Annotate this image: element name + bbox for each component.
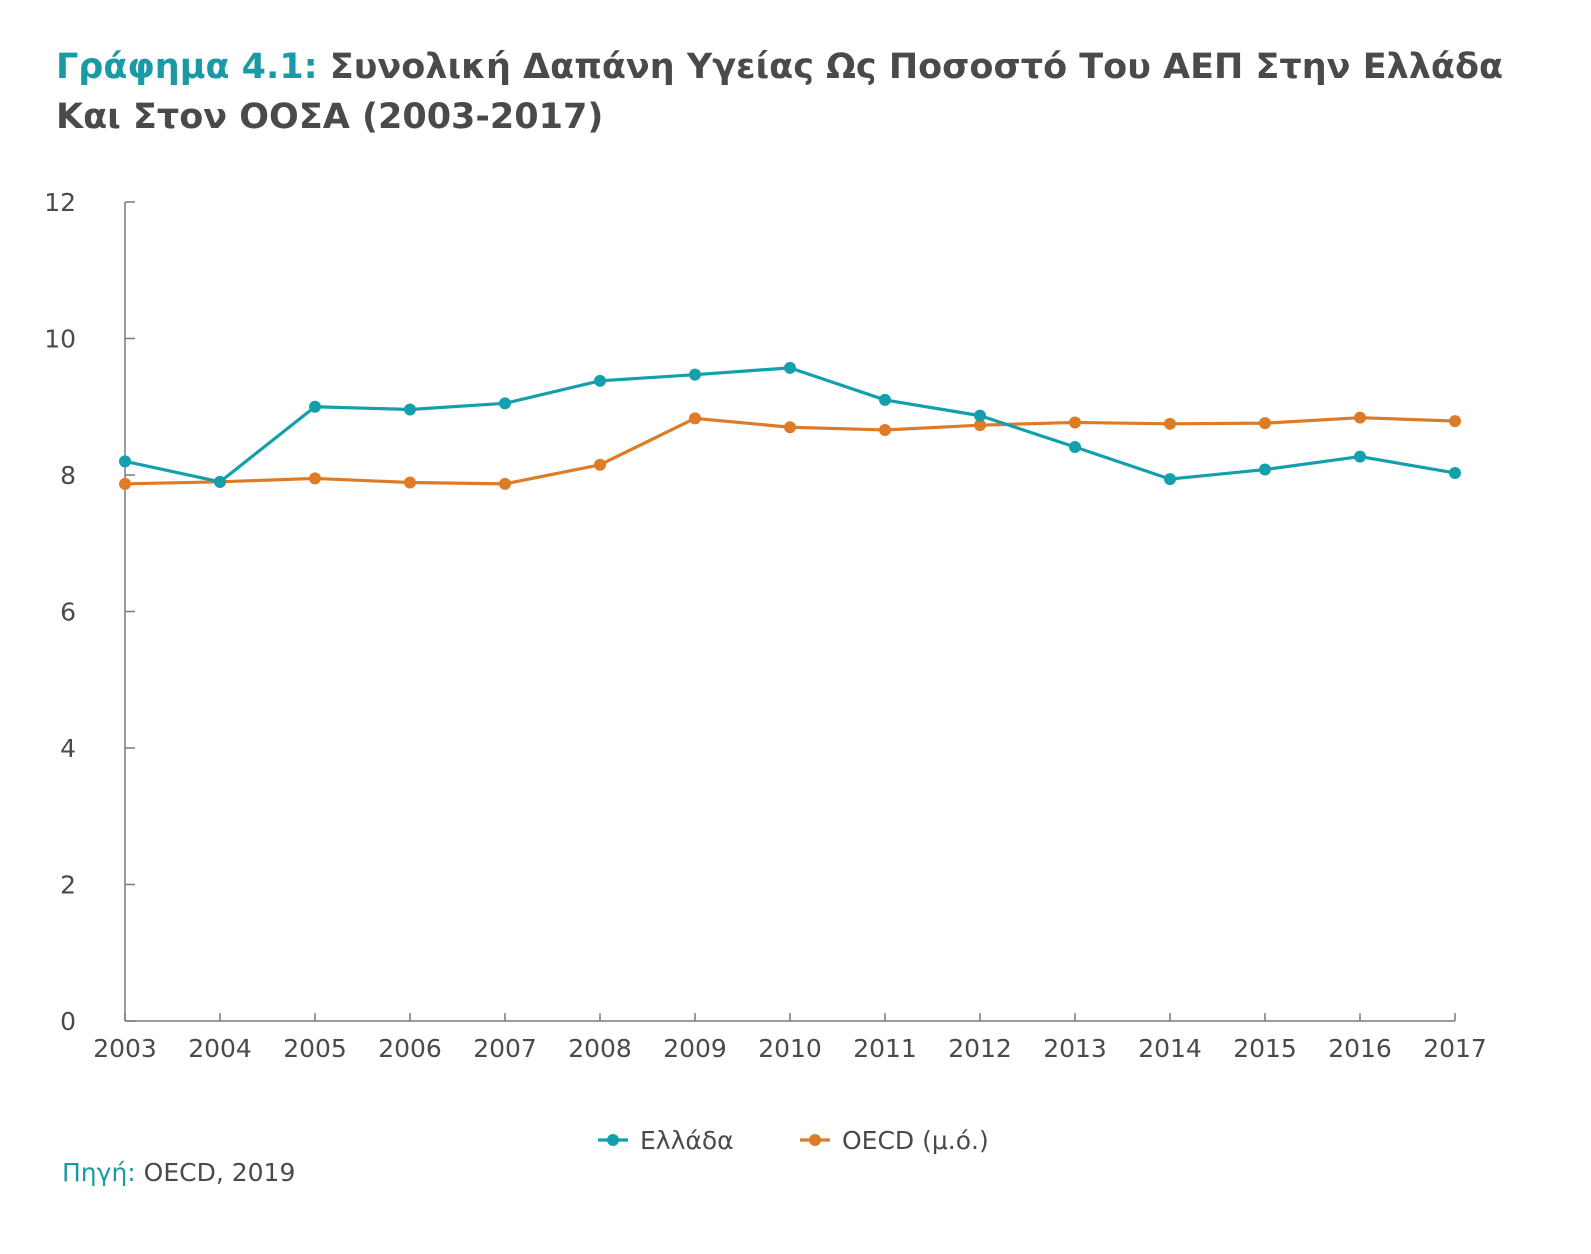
x-tick-label: 2012	[948, 1034, 1012, 1063]
x-tick-label: 2005	[283, 1034, 347, 1063]
y-tick-label: 12	[44, 188, 76, 217]
data-point-oecd	[1354, 411, 1366, 424]
data-point-greece	[404, 403, 416, 416]
data-point-greece	[1449, 466, 1461, 479]
x-tick-label: 2016	[1328, 1034, 1392, 1063]
data-point-oecd	[879, 423, 891, 436]
chart-title-text: Συνολική Δαπάνη Υγείας Ως Ποσοστό Του ΑΕ…	[56, 47, 1504, 137]
x-tick-label: 2006	[378, 1034, 442, 1063]
data-point-oecd	[1449, 415, 1461, 428]
x-tick-label: 2008	[568, 1034, 632, 1063]
data-point-oecd	[1259, 417, 1271, 430]
data-point-greece	[499, 397, 511, 410]
data-point-oecd	[404, 476, 416, 489]
x-tick-label: 2004	[188, 1034, 252, 1063]
y-tick-label: 6	[60, 598, 76, 627]
x-tick-label: 2007	[473, 1034, 537, 1063]
data-point-greece	[214, 475, 226, 488]
data-point-greece	[689, 368, 701, 381]
data-point-greece	[1354, 450, 1366, 463]
y-tick-label: 10	[44, 325, 76, 354]
legend-marker-greece	[607, 1134, 619, 1146]
data-point-greece	[1164, 473, 1176, 486]
x-tick-label: 2009	[663, 1034, 727, 1063]
data-point-oecd	[119, 477, 131, 490]
x-tick-label: 2003	[93, 1034, 157, 1063]
x-tick-label: 2015	[1233, 1034, 1297, 1063]
source-note: Πηγή: OECD, 2019	[62, 1158, 295, 1187]
data-point-oecd	[974, 419, 986, 432]
data-point-oecd	[499, 477, 511, 490]
data-point-oecd	[689, 412, 701, 425]
legend-label-oecd: OECD (μ.ό.)	[842, 1126, 989, 1155]
data-point-greece	[594, 374, 606, 387]
data-point-oecd	[1069, 416, 1081, 429]
y-tick-label: 2	[60, 871, 76, 900]
data-point-greece	[784, 361, 796, 374]
data-point-greece	[1069, 441, 1081, 454]
data-point-oecd	[1164, 417, 1176, 430]
data-point-greece	[974, 409, 986, 422]
data-point-greece	[879, 393, 891, 406]
y-tick-label: 0	[60, 1007, 76, 1036]
data-point-oecd	[784, 421, 796, 434]
x-tick-label: 2013	[1043, 1034, 1107, 1063]
data-point-oecd	[594, 458, 606, 471]
data-point-greece	[119, 455, 131, 468]
x-tick-label: 2014	[1138, 1034, 1202, 1063]
source-text: OECD, 2019	[143, 1158, 296, 1187]
data-point-greece	[1259, 463, 1271, 476]
chart-title: Γράφημα 4.1: Συνολική Δαπάνη Υγείας Ως Π…	[56, 42, 1536, 142]
source-label: Πηγή:	[62, 1158, 136, 1187]
data-point-oecd	[309, 472, 321, 485]
chart-title-label: Γράφημα 4.1:	[56, 47, 318, 87]
y-tick-label: 8	[60, 461, 76, 490]
y-tick-label: 4	[60, 734, 76, 763]
data-point-greece	[309, 400, 321, 413]
x-tick-label: 2017	[1423, 1034, 1487, 1063]
x-tick-label: 2010	[758, 1034, 822, 1063]
x-tick-label: 2011	[853, 1034, 917, 1063]
legend-label-greece: Ελλάδα	[640, 1126, 734, 1155]
legend-marker-oecd	[809, 1134, 821, 1146]
